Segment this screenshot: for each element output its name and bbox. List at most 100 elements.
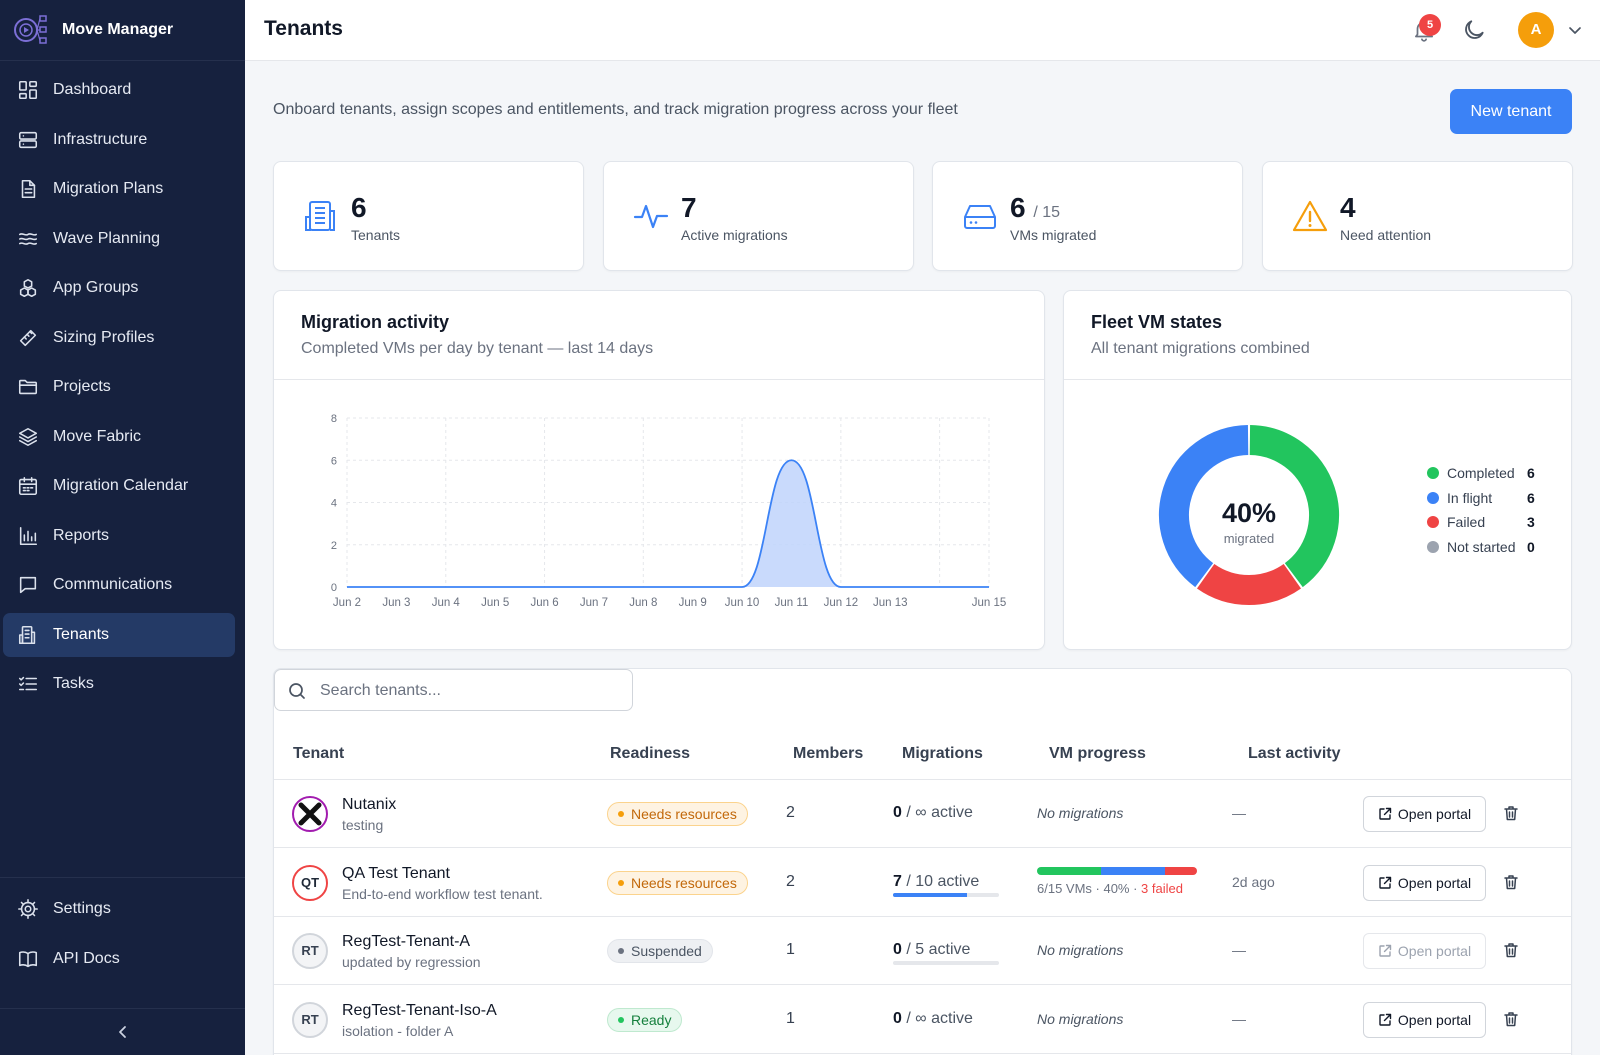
open-portal-label: Open portal bbox=[1397, 806, 1472, 822]
document-icon bbox=[21, 179, 36, 199]
trash-icon[interactable] bbox=[1502, 941, 1520, 959]
trash-icon[interactable] bbox=[1502, 873, 1520, 891]
vm-progress-segment bbox=[1165, 866, 1197, 875]
app-name: Move Manager bbox=[62, 21, 174, 38]
gear-icon bbox=[18, 899, 38, 919]
stat-card-need-attention: 4 Need attention bbox=[1262, 161, 1573, 271]
table-row: RT RegTest-Tenant-A updated by regression S… bbox=[274, 917, 1571, 985]
sidebar-item-label: API Docs bbox=[53, 949, 120, 967]
tenant-avatar: QT bbox=[292, 864, 328, 901]
sidebar-item-migration-plans[interactable]: Migration Plans bbox=[3, 167, 235, 211]
sidebar-item-reports[interactable]: Reports bbox=[3, 514, 235, 558]
stat-value: 7 bbox=[681, 192, 697, 223]
stat-value: 4 bbox=[1340, 192, 1356, 223]
sidebar-item-tasks[interactable]: Tasks bbox=[3, 662, 235, 706]
sidebar-item-wave-planning[interactable]: Wave Planning bbox=[3, 217, 235, 261]
sidebar-item-settings[interactable]: Settings bbox=[3, 887, 235, 931]
legend-item-completed: Completed 6 bbox=[1427, 463, 1535, 483]
building-icon bbox=[18, 625, 36, 644]
legend-item-failed: Failed 3 bbox=[1427, 512, 1535, 532]
x-tick-label: Jun 9 bbox=[679, 597, 707, 609]
column-header-readiness[interactable]: Readiness bbox=[610, 745, 691, 762]
open-portal-button[interactable]: Open portal bbox=[1363, 1001, 1486, 1038]
tenant-description: End-to-end workflow test tenant. bbox=[342, 885, 543, 902]
stat-label: Need attention bbox=[1340, 227, 1432, 243]
sidebar-item-app-groups[interactable]: App Groups bbox=[3, 266, 235, 310]
page-subtitle: Onboard tenants, assign scopes and entit… bbox=[273, 101, 958, 118]
sidebar-item-label: Sizing Profiles bbox=[53, 328, 155, 346]
y-tick-label: 6 bbox=[331, 455, 337, 467]
sidebar-item-sizing-profiles[interactable]: Sizing Profiles bbox=[3, 316, 235, 360]
open-portal-button[interactable]: Open portal bbox=[1363, 864, 1486, 901]
column-header-members[interactable]: Members bbox=[793, 745, 864, 762]
status-dot bbox=[618, 948, 624, 954]
vm-progress-segment bbox=[1037, 866, 1101, 875]
readiness-label: Needs resources bbox=[631, 874, 737, 891]
building-icon bbox=[305, 201, 335, 231]
layers-icon bbox=[18, 427, 38, 446]
donut-center-label: migrated bbox=[1224, 531, 1275, 546]
collapse-sidebar-button[interactable] bbox=[0, 1008, 245, 1055]
sidebar-item-label: Settings bbox=[53, 900, 111, 917]
cubes-icon bbox=[19, 278, 37, 298]
tenant-description: testing bbox=[342, 817, 384, 833]
sidebar-item-projects[interactable]: Projects bbox=[3, 365, 235, 409]
legend-item-in-flight: In flight 6 bbox=[1427, 488, 1535, 508]
search-input[interactable] bbox=[320, 678, 620, 704]
column-header-migrations[interactable]: Migrations bbox=[902, 745, 983, 762]
panel-title: Migration activity bbox=[301, 312, 450, 332]
status-dot bbox=[618, 1016, 624, 1023]
sidebar-item-label: Wave Planning bbox=[53, 229, 161, 247]
last-activity: — bbox=[1232, 805, 1246, 821]
new-tenant-button[interactable]: New tenant bbox=[1450, 89, 1572, 134]
open-portal-button[interactable]: Open portal bbox=[1363, 796, 1486, 832]
panel-subtitle: All tenant migrations combined bbox=[1091, 340, 1310, 357]
chevron-down-icon[interactable] bbox=[1567, 22, 1583, 38]
sidebar-item-api-docs[interactable]: API Docs bbox=[3, 937, 235, 981]
column-header-last-activity[interactable]: Last activity bbox=[1248, 745, 1341, 762]
tenant-avatar bbox=[292, 796, 328, 832]
status-dot bbox=[618, 811, 624, 817]
migrations-count: 0 / 5 active bbox=[893, 941, 970, 959]
column-header-tenant[interactable]: Tenant bbox=[293, 745, 345, 762]
server-icon bbox=[18, 131, 38, 148]
stat-value: 6 bbox=[351, 192, 367, 223]
members-count: 2 bbox=[786, 804, 795, 821]
moon-icon[interactable] bbox=[1461, 17, 1487, 43]
tenant-name: RegTest-Tenant-A bbox=[342, 933, 471, 950]
sidebar-item-infrastructure[interactable]: Infrastructure bbox=[3, 118, 235, 162]
user-avatar[interactable]: A bbox=[1518, 12, 1554, 48]
open-portal-label: Open portal bbox=[1397, 943, 1472, 959]
trash-icon[interactable] bbox=[1502, 1010, 1520, 1028]
x-tick-label: Jun 12 bbox=[824, 597, 859, 609]
vm-failed-count: 3 failed bbox=[1141, 880, 1183, 896]
migrations-limit: / ∞ active bbox=[906, 1009, 973, 1027]
migrations-active: 7 bbox=[893, 872, 902, 890]
readiness-label: Suspended bbox=[631, 943, 702, 959]
migrations-count: 0 / ∞ active bbox=[893, 1010, 973, 1028]
sidebar-item-communications[interactable]: Communications bbox=[3, 563, 235, 607]
panel-subtitle: Completed VMs per day by tenant — last 1… bbox=[301, 340, 654, 357]
migrations-active: 0 bbox=[893, 1009, 902, 1027]
sidebar-item-move-fabric[interactable]: Move Fabric bbox=[3, 415, 235, 459]
sidebar-item-dashboard[interactable]: Dashboard bbox=[3, 68, 235, 112]
y-tick-label: 0 bbox=[331, 582, 337, 594]
x-tick-label: Jun 11 bbox=[775, 597, 809, 609]
sidebar-item-migration-calendar[interactable]: Migration Calendar bbox=[3, 464, 235, 508]
trash-icon[interactable] bbox=[1502, 804, 1520, 822]
members-count: 1 bbox=[786, 1009, 795, 1027]
vm-progress-summary: 6/15 VMs · 40% · bbox=[1037, 880, 1142, 896]
top-bar: Tenants 5 A bbox=[245, 0, 1600, 61]
last-activity: 2d ago bbox=[1232, 873, 1275, 890]
bar-chart-icon bbox=[19, 526, 38, 545]
tenants-table-panel: Tenant Readiness Members Migrations VM p… bbox=[273, 668, 1572, 1055]
table-row: QT QA Test Tenant End-to-end workflow test… bbox=[274, 849, 1571, 917]
members-count: 1 bbox=[786, 941, 795, 958]
calendar-icon bbox=[18, 476, 38, 496]
column-header-vm-progress[interactable]: VM progress bbox=[1049, 745, 1146, 762]
panel-title: Fleet VM states bbox=[1091, 312, 1223, 332]
sidebar: Move Manager Dashboard Infrastructure Migr… bbox=[0, 0, 245, 1055]
sidebar-item-tenants[interactable]: Tenants bbox=[3, 612, 235, 657]
donut-slice-completed bbox=[1249, 425, 1339, 588]
stat-card-vms-migrated: 6 / 15 VMs migrated bbox=[932, 161, 1243, 271]
